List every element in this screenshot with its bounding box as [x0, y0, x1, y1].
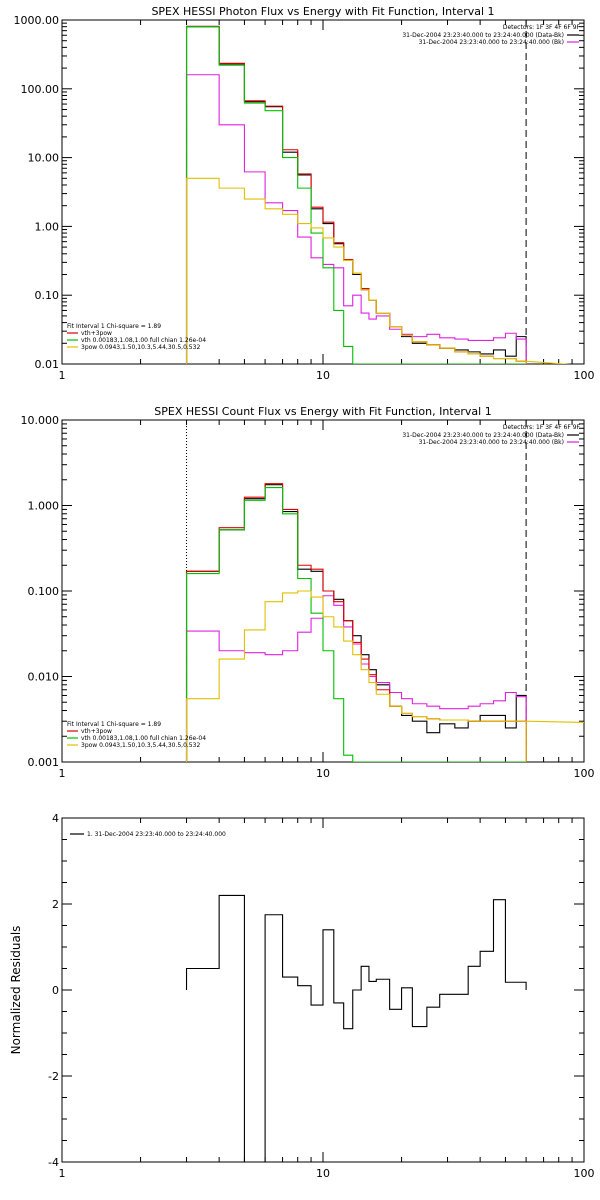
legend-entry: vth+3pow — [81, 728, 112, 735]
series-line-data-bk — [185, 484, 527, 762]
x-tick-label: 100 — [574, 767, 595, 780]
x-tick-label: 100 — [574, 369, 595, 382]
series-line-vth-3pow — [185, 483, 527, 762]
y-tick-label: 100.00 — [21, 83, 60, 96]
series-line-3pow — [185, 177, 527, 364]
chart-panel-3: Normalized Residuals 1 10 100 -4 -2 0 2 4 1. 31-D… — [9, 812, 595, 1180]
legend-entry: vth 0.00183,1.08,1.00 full chian 1.26e-0… — [81, 337, 206, 344]
y-tick-label: -4 — [48, 1156, 59, 1169]
x-tick-label: 1 — [59, 369, 66, 382]
series-line-vth-3pow — [185, 25, 527, 364]
series-line-3pow — [185, 590, 527, 762]
x-tick-label: 100 — [574, 1167, 595, 1180]
legend-entry: 31-Dec-2004 23:23:40.000 to 23:24:40.000… — [419, 439, 564, 446]
x-tick-label: 10 — [316, 369, 330, 382]
legend-detectors: Detectors: 1F 3F 4F 6F 9F — [503, 24, 581, 31]
model-tail-line — [526, 720, 584, 724]
series-line-bk — [185, 595, 527, 762]
legend-entry: 31-Dec-2004 23:23:40.000 to 23:24:40.000… — [402, 32, 564, 39]
data-layer — [185, 894, 527, 1162]
y-tick-label: 0 — [52, 984, 59, 997]
legend-entry: vth+3pow — [81, 330, 112, 337]
legend-entry: 31-Dec-2004 23:23:40.000 to 23:24:40.000… — [419, 39, 564, 46]
y-tick-label: -2 — [48, 1070, 59, 1083]
plot-frame — [61, 19, 585, 365]
data-layer — [185, 420, 584, 762]
x-tick-label: 1 — [59, 1167, 66, 1180]
chart-panel-2: SPEX HESSI Count Flux vs Energy with Fit… — [21, 405, 595, 780]
x-tick-label: 10 — [316, 767, 330, 780]
y-tick-label: 0.10 — [35, 289, 60, 302]
legend-entry: 31-Dec-2004 23:23:40.000 to 23:24:40.000… — [402, 432, 564, 439]
y-tick-label: 0.100 — [28, 585, 60, 598]
series-line-vth — [185, 487, 527, 762]
chart-title: SPEX HESSI Count Flux vs Energy with Fit… — [154, 405, 491, 418]
series-line-bk — [185, 74, 527, 364]
chart-panel-1: SPEX HESSI Photon Flux vs Energy with Fi… — [14, 5, 595, 382]
series-line-1-31-dec-2004-23-23-40-000-to-23-24-40-000 — [185, 894, 527, 1162]
x-tick-label: 1 — [59, 767, 66, 780]
legend-detectors: Detectors: 1F 3F 4F 6F 9F — [503, 424, 581, 431]
series-line-vth — [185, 26, 527, 364]
chart-title: SPEX HESSI Photon Flux vs Energy with Fi… — [151, 5, 494, 18]
data-layer — [185, 20, 572, 364]
y-tick-label: 0.01 — [35, 358, 60, 371]
legend-entry: 3pow 0.0943,1.50,10.3,5.44,30.5,0.532 — [81, 344, 200, 351]
y-tick-label: 1000.00 — [14, 14, 60, 27]
x-tick-label: 10 — [316, 1167, 330, 1180]
y-tick-label: 4 — [52, 812, 59, 825]
model-tail-line — [526, 360, 572, 364]
y-tick-label: 1.000 — [28, 500, 60, 513]
legend-entry: 3pow 0.0943,1.50,10.3,5.44,30.5,0.532 — [81, 742, 200, 749]
y-tick-label: 0.010 — [28, 671, 60, 684]
y-tick-label: 2 — [52, 898, 59, 911]
legend-fit-header: Fit Interval 1 Chi-square = 1.89 — [67, 323, 161, 330]
y-tick-label: 10.00 — [28, 152, 60, 165]
legend-fit-header: Fit Interval 1 Chi-square = 1.89 — [67, 721, 161, 728]
series-line-data-bk — [185, 26, 527, 364]
y-tick-label: 10.000 — [21, 414, 60, 427]
y-tick-label: 1.00 — [35, 220, 60, 233]
legend-entry: vth 0.00183,1.08,1.00 full chian 1.26e-0… — [81, 735, 206, 742]
y-tick-label: 0.001 — [28, 756, 60, 769]
legend-entry: 1. 31-Dec-2004 23:23:40.000 to 23:24:40.… — [87, 831, 226, 838]
y-axis-label: Normalized Residuals — [9, 926, 23, 1055]
